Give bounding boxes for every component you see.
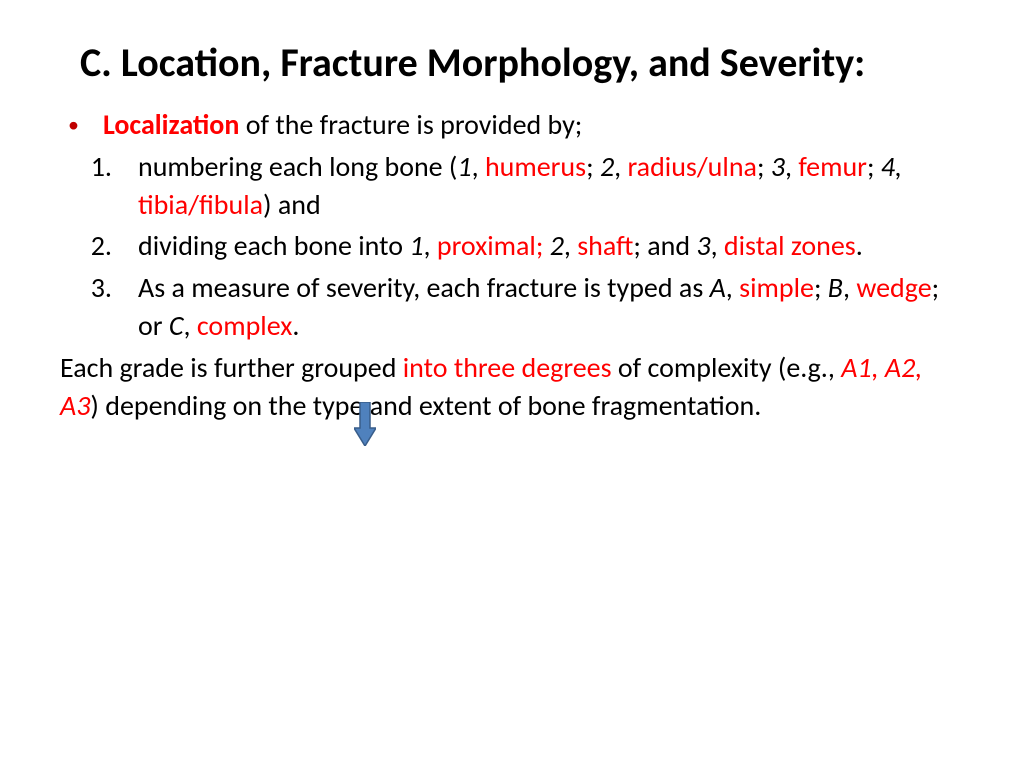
term-humerus: humerus: [485, 149, 586, 184]
slide-title: C. Location, Fracture Morphology, and Se…: [60, 38, 964, 88]
code-1: 1: [409, 228, 423, 263]
list-text: dividing each bone into 1, proximal; 2, …: [138, 227, 863, 265]
list-text: As a measure of severity, each fracture …: [138, 269, 964, 345]
term-shaft: shaft: [577, 228, 633, 263]
text: ,: [711, 228, 724, 263]
code-3: 3: [771, 149, 785, 184]
text: ,: [614, 149, 627, 184]
term-radius-ulna: radius/ulna: [627, 149, 756, 184]
term-simple: simple: [739, 270, 814, 305]
text: ;: [867, 149, 881, 184]
bullet-text: Localization of the fracture is provided…: [103, 106, 582, 144]
code-4: 4,: [881, 149, 902, 184]
term-localization: Localization: [103, 107, 239, 142]
text: ,: [184, 308, 197, 343]
term-distal-zones: distal zones: [724, 228, 856, 263]
list-item-2: 2. dividing each bone into 1, proximal; …: [60, 227, 964, 265]
text: ,: [564, 228, 577, 263]
down-arrow-icon: [354, 402, 376, 451]
text: .: [292, 308, 299, 343]
bullet-item: • Localization of the fracture is provid…: [60, 106, 964, 144]
term-tibia-fibula: tibia/fibula: [138, 187, 263, 222]
list-item-1: 1. numbering each long bone (1, humerus;…: [60, 148, 964, 224]
num-marker: 1.: [60, 148, 138, 186]
code-2: 2: [600, 149, 614, 184]
term-three-degrees: into three degrees: [403, 350, 612, 385]
code-a: A: [710, 270, 726, 305]
text: .: [856, 228, 863, 263]
num-marker: 2.: [60, 227, 138, 265]
text: ,: [843, 270, 856, 305]
bullet-rest: of the fracture is provided by;: [239, 107, 582, 142]
text: dividing each bone into: [138, 228, 409, 263]
term-complex: complex: [197, 308, 293, 343]
term-proximal: proximal;: [437, 228, 544, 263]
text: ; and: [633, 228, 696, 263]
list-item-3: 3. As a measure of severity, each fractu…: [60, 269, 964, 345]
term-wedge: wedge: [856, 270, 931, 305]
paragraph: Each grade is further grouped into three…: [60, 349, 964, 425]
text: ;: [814, 270, 828, 305]
text: ,: [472, 149, 485, 184]
text: ;: [757, 149, 771, 184]
num-marker: 3.: [60, 269, 138, 307]
text: ,: [424, 228, 437, 263]
list-text: numbering each long bone (1, humerus; 2,…: [138, 148, 964, 224]
text: of complexity (e.g.,: [612, 350, 842, 385]
text: numbering each long bone (: [138, 149, 457, 184]
text: ,: [726, 270, 739, 305]
text: ) depending on the type and extent of bo…: [90, 388, 761, 423]
text: As a measure of severity, each fracture …: [138, 270, 710, 305]
code-1: 1: [457, 149, 471, 184]
text: ;: [586, 149, 600, 184]
code-3: 3: [696, 228, 710, 263]
arrow-shape: [354, 402, 376, 446]
text: ,: [785, 149, 798, 184]
text: Each grade is further grouped: [60, 350, 403, 385]
bullet-marker: •: [60, 106, 103, 140]
term-femur: femur: [798, 149, 867, 184]
text: ) and: [263, 187, 321, 222]
code-c: C: [169, 308, 184, 343]
code-2: 2: [550, 228, 564, 263]
code-b: B: [828, 270, 843, 305]
